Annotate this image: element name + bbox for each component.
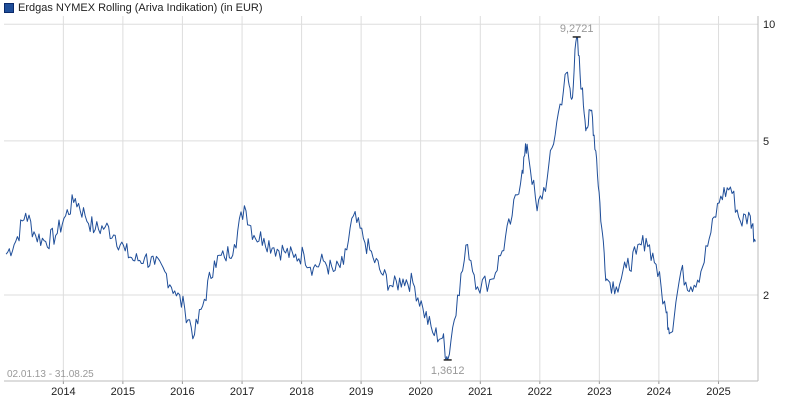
legend-label: Erdgas NYMEX Rolling (Ariva Indikation) … <box>18 2 263 14</box>
y-tick-label: 2 <box>763 290 769 302</box>
date-range-label: 02.01.13 - 31.08.25 <box>7 369 94 380</box>
legend-swatch <box>4 3 14 13</box>
min-label: 1,3612 <box>431 365 465 377</box>
x-tick-label: 2014 <box>51 386 75 398</box>
x-tick-label: 2020 <box>408 386 432 398</box>
x-tick-label: 2021 <box>468 386 492 398</box>
series-line <box>5 36 756 361</box>
x-tick-label: 2024 <box>647 386 671 398</box>
legend: Erdgas NYMEX Rolling (Ariva Indikation) … <box>4 1 263 15</box>
x-tick-label: 2018 <box>289 386 313 398</box>
x-tick-label: 2019 <box>349 386 373 398</box>
x-tick-label: 2025 <box>706 386 730 398</box>
y-tick-label: 5 <box>763 136 769 148</box>
x-tick-label: 2015 <box>111 386 135 398</box>
x-tick-label: 2016 <box>170 386 194 398</box>
x-tick-label: 2017 <box>230 386 254 398</box>
x-tick-label: 2023 <box>587 386 611 398</box>
max-label: 9,2721 <box>560 23 594 35</box>
x-tick-label: 2022 <box>528 386 552 398</box>
y-tick-label: 10 <box>763 19 775 31</box>
